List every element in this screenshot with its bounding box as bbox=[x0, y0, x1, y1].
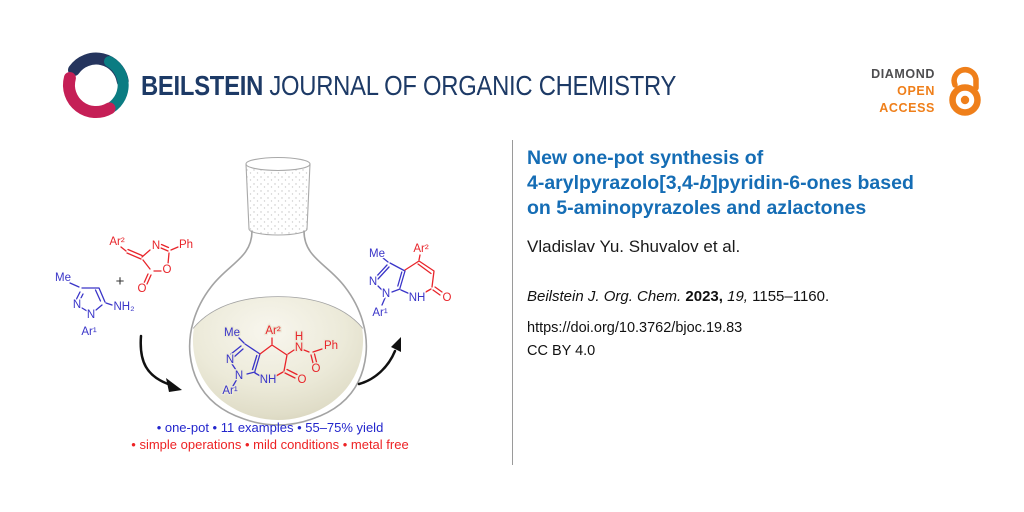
atom-label-me: Me bbox=[55, 272, 71, 284]
atom-label-nh2: NH₂ bbox=[113, 301, 134, 313]
atom-label-nh: NH bbox=[260, 374, 277, 386]
citation-year: 2023, bbox=[685, 288, 723, 305]
arrow-to-product bbox=[357, 337, 401, 386]
citation-pages: 1155–1160. bbox=[752, 288, 830, 305]
title-line1: New one-pot synthesis of bbox=[527, 147, 764, 169]
beilstein-swirl-logo-icon bbox=[63, 52, 129, 118]
atom-label-n: N bbox=[152, 240, 160, 252]
atom-label-nh: NH bbox=[409, 292, 426, 304]
brand-beilstein: BEILSTEIN bbox=[141, 70, 264, 101]
atom-label-n: N bbox=[382, 288, 390, 300]
atom-label-ar2: Ar² bbox=[265, 325, 281, 337]
reaction-scheme: Me N N NH₂ Ar¹ + Ar² N Ph O O Me Ar² H bbox=[54, 156, 453, 426]
flask-outline bbox=[188, 230, 368, 426]
ground-joint-frost bbox=[246, 164, 310, 235]
article-title: New one-pot synthesis of 4-arylpyrazolo[… bbox=[527, 146, 997, 221]
brand-journal-name: JOURNAL OF ORGANIC CHEMISTRY bbox=[269, 70, 677, 101]
atom-label-ar2: Ar² bbox=[109, 236, 125, 248]
highlights-line1: • one-pot • 11 examples • 55–75% yield bbox=[156, 420, 384, 435]
article-info: New one-pot synthesis of 4-arylpyrazolo[… bbox=[527, 146, 997, 359]
article-authors: Vladislav Yu. Shuvalov et al. bbox=[527, 237, 741, 256]
atom-label-ar1: Ar¹ bbox=[222, 385, 238, 397]
journal-wordmark: BEILSTEIN JOURNAL OF ORGANIC CHEMISTRY bbox=[141, 70, 676, 102]
plus-sign: + bbox=[116, 273, 125, 290]
reactant-azlactone-structure: Ar² N Ph O O bbox=[108, 235, 194, 297]
atom-label-n: N bbox=[73, 299, 81, 311]
atom-label-ar1: Ar¹ bbox=[81, 326, 97, 338]
atom-label-me: Me bbox=[369, 248, 385, 260]
atom-label-o-carbonyl: O bbox=[138, 283, 147, 295]
round-bottom-flask bbox=[188, 156, 368, 426]
atom-label-n: N bbox=[87, 309, 95, 321]
vertical-divider bbox=[512, 140, 513, 465]
atom-label-h: H bbox=[295, 331, 303, 343]
citation-volume: 19, bbox=[727, 288, 748, 305]
open-access-padlock-icon bbox=[949, 66, 981, 116]
badge-diamond-label: DIAMOND bbox=[871, 67, 935, 81]
atom-label-ar2: Ar² bbox=[413, 243, 429, 255]
atom-label-ph: Ph bbox=[179, 239, 193, 251]
final-product-structure: Me Ar² N N Ar¹ NH O bbox=[368, 242, 453, 321]
flask-product-structure: Me Ar² H N Ph O O NH N N Ar¹ bbox=[221, 324, 339, 399]
flask-liquid bbox=[192, 297, 364, 420]
atom-label-me: Me bbox=[224, 327, 240, 339]
reactant-aminopyrazole-structure: Me N N NH₂ Ar¹ bbox=[54, 271, 136, 340]
joint-rim bbox=[245, 156, 311, 172]
atom-label-n: N bbox=[235, 370, 243, 382]
doi-link[interactable]: https://doi.org/10.3762/bjoc.19.83 bbox=[527, 320, 743, 336]
atom-label-ar1: Ar¹ bbox=[372, 307, 388, 319]
title-line2: 4-arylpyrazolo[3,4-b]pyridin-6-ones base… bbox=[527, 172, 914, 194]
citation-journal: Beilstein J. Org. Chem. bbox=[527, 288, 682, 305]
atom-label-o: O bbox=[443, 292, 452, 304]
citation: Beilstein J. Org. Chem. 2023, 19, 1155–1… bbox=[527, 288, 997, 305]
atom-label-o-ring: O bbox=[298, 374, 307, 386]
title-line3: on 5-aminopyrazoles and azlactones bbox=[527, 197, 867, 219]
badge-open-label: OPEN bbox=[897, 84, 935, 98]
atom-label-n-amide: N bbox=[295, 342, 303, 354]
atom-label-o-amide: O bbox=[312, 363, 321, 375]
atom-label-n: N bbox=[226, 354, 234, 366]
open-access-badge: DIAMOND OPEN ACCESS bbox=[820, 66, 935, 117]
arrow-to-flask bbox=[139, 334, 182, 392]
atom-label-o-ring: O bbox=[163, 264, 172, 276]
license-label: CC BY 4.0 bbox=[527, 343, 596, 359]
badge-access-label: ACCESS bbox=[879, 101, 935, 115]
atom-label-n: N bbox=[369, 276, 377, 288]
highlights-line2: • simple operations • mild conditions • … bbox=[131, 437, 409, 452]
atom-label-ph: Ph bbox=[324, 340, 338, 352]
